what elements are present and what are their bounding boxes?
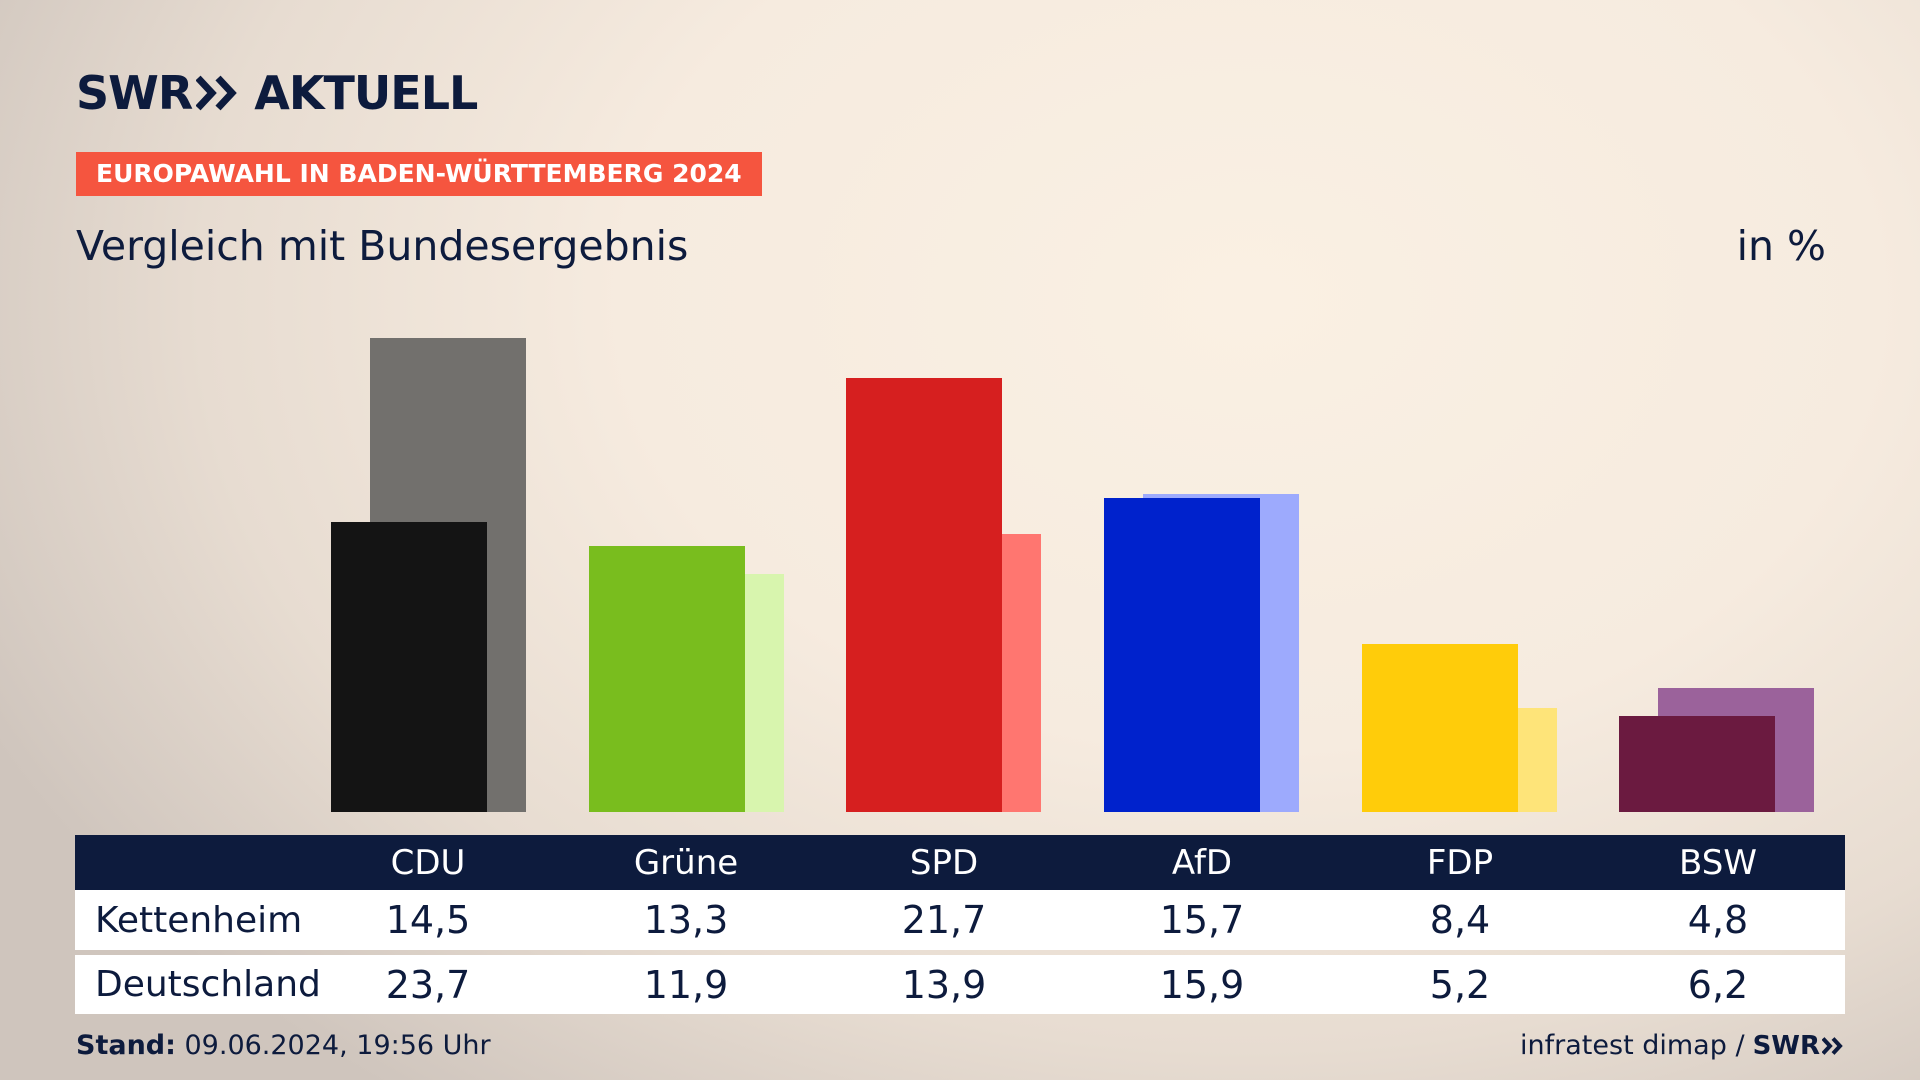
swr-wordmark: SWR xyxy=(76,66,193,120)
value-deutschland-cdu: 23,7 xyxy=(385,962,471,1007)
table-row-deutschland: Deutschland 23,7 11,9 13,9 15,9 5,2 6,2 xyxy=(75,955,1845,1014)
bar-kettenheim-fdp xyxy=(1362,644,1518,812)
value-deutschland-afd: 15,9 xyxy=(1159,962,1245,1007)
value-kettenheim-bsw: 4,8 xyxy=(1687,898,1749,942)
swr-small-logo: SWR xyxy=(1753,1031,1844,1061)
bar-kettenheim-afd xyxy=(1104,498,1260,812)
bar-kettenheim-spd xyxy=(846,378,1002,812)
value-deutschland-gr-ne: 11,9 xyxy=(643,962,729,1007)
double-chevron-small-icon xyxy=(1822,1036,1843,1055)
bar-kettenheim-gr-ne xyxy=(589,546,745,812)
value-deutschland-fdp: 5,2 xyxy=(1429,962,1491,1007)
swr-small-wordmark: SWR xyxy=(1752,1030,1820,1061)
source-credit: infratest dimap / SWR xyxy=(1520,1030,1844,1061)
unit-label: in % xyxy=(1736,222,1826,270)
value-kettenheim-spd: 21,7 xyxy=(901,898,987,942)
bar-kettenheim-cdu xyxy=(331,522,487,812)
chart-subtitle: Vergleich mit Bundesergebnis xyxy=(76,222,689,270)
election-tag: EUROPAWAHL IN BADEN-WÜRTTEMBERG 2024 xyxy=(76,152,762,196)
row-label-deutschland: Deutschland xyxy=(95,964,321,1005)
value-kettenheim-gr-ne: 13,3 xyxy=(643,898,729,942)
double-chevron-icon xyxy=(196,75,238,111)
value-kettenheim-fdp: 8,4 xyxy=(1429,898,1491,942)
timestamp: Stand: 09.06.2024, 19:56 Uhr xyxy=(76,1030,491,1061)
table-row-kettenheim: Kettenheim 14,5 13,3 21,7 15,7 8,4 4,8 xyxy=(75,890,1845,950)
swr-aktuell-logo: SWR AKTUELL xyxy=(76,66,478,120)
value-deutschland-bsw: 6,2 xyxy=(1687,962,1749,1007)
value-kettenheim-cdu: 14,5 xyxy=(385,898,471,942)
stand-label: Stand: xyxy=(76,1030,176,1061)
source-text: infratest dimap / xyxy=(1520,1030,1745,1061)
results-table: CDU Grüne SPD AfD FDP BSW Kettenheim 14,5 13,3… xyxy=(75,835,1845,1014)
row-label-kettenheim: Kettenheim xyxy=(95,899,303,941)
value-deutschland-spd: 13,9 xyxy=(901,962,987,1007)
table-header-row: CDU Grüne SPD AfD FDP BSW xyxy=(75,835,1845,890)
stand-value: 09.06.2024, 19:56 Uhr xyxy=(175,1030,491,1061)
column-header-fdp: FDP xyxy=(1426,842,1494,883)
column-header-afd: AfD xyxy=(1171,842,1233,883)
column-header-gr-ne: Grüne xyxy=(633,842,739,883)
column-header-bsw: BSW xyxy=(1679,842,1757,883)
aktuell-wordmark: AKTUELL xyxy=(254,66,478,120)
value-kettenheim-afd: 15,7 xyxy=(1159,898,1245,942)
column-header-cdu: CDU xyxy=(390,842,466,883)
column-header-spd: SPD xyxy=(909,842,979,883)
bar-kettenheim-bsw xyxy=(1619,716,1775,812)
